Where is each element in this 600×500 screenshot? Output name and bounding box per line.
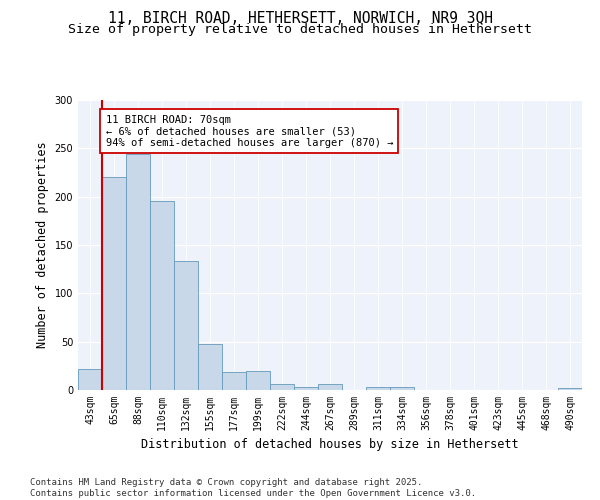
Bar	[126, 154, 150, 390]
Bar	[270, 384, 294, 390]
Bar	[318, 384, 342, 390]
Bar	[366, 387, 390, 390]
Bar	[390, 387, 414, 390]
Bar	[294, 387, 318, 390]
Y-axis label: Number of detached properties: Number of detached properties	[36, 142, 49, 348]
Text: 11, BIRCH ROAD, HETHERSETT, NORWICH, NR9 3QH: 11, BIRCH ROAD, HETHERSETT, NORWICH, NR9…	[107, 11, 493, 26]
Bar	[198, 344, 222, 390]
Bar	[558, 388, 582, 390]
Bar	[222, 372, 246, 390]
Bar	[102, 178, 126, 390]
Text: Size of property relative to detached houses in Hethersett: Size of property relative to detached ho…	[68, 22, 532, 36]
Text: 11 BIRCH ROAD: 70sqm
← 6% of detached houses are smaller (53)
94% of semi-detach: 11 BIRCH ROAD: 70sqm ← 6% of detached ho…	[106, 114, 393, 148]
X-axis label: Distribution of detached houses by size in Hethersett: Distribution of detached houses by size …	[141, 438, 519, 452]
Bar	[174, 262, 198, 390]
Bar	[78, 368, 102, 390]
Bar	[246, 370, 270, 390]
Text: Contains HM Land Registry data © Crown copyright and database right 2025.
Contai: Contains HM Land Registry data © Crown c…	[30, 478, 476, 498]
Bar	[150, 200, 174, 390]
